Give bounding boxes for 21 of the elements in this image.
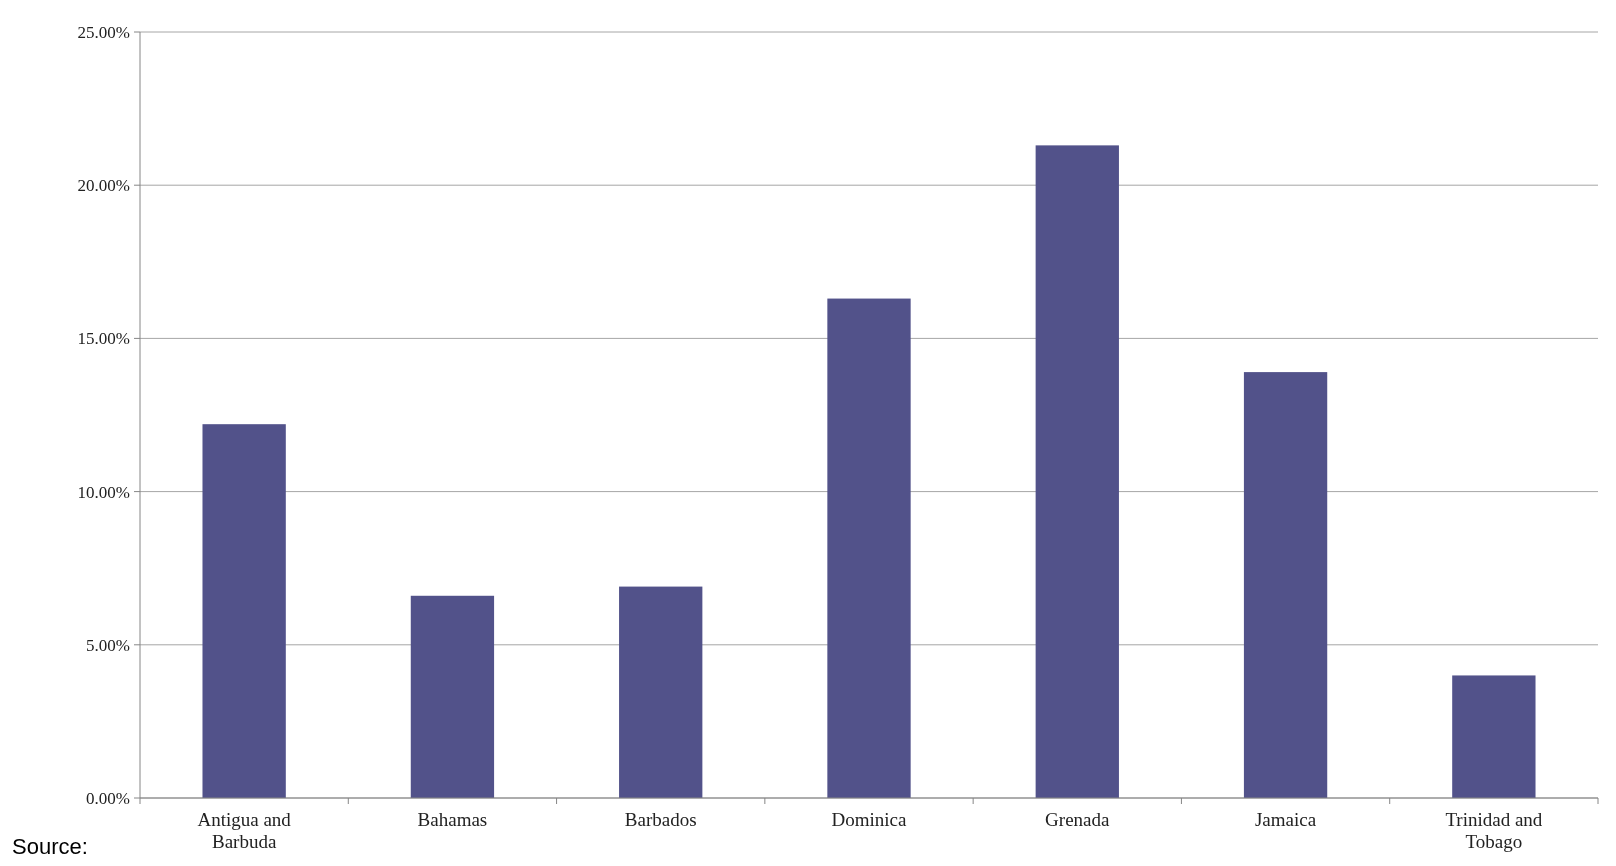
bar — [1452, 675, 1536, 798]
x-tick-label: Barbados — [624, 809, 697, 830]
bar — [1243, 372, 1328, 798]
x-tick-label: Grenada — [1045, 809, 1111, 830]
bar — [827, 298, 911, 798]
bar — [1035, 145, 1119, 798]
bar — [619, 586, 703, 798]
y-tick-label: 20.00% — [77, 176, 130, 196]
x-tick-label: Antigua and Barbuda — [197, 809, 292, 852]
bar — [410, 595, 495, 798]
y-tick-label: 15.00% — [77, 329, 130, 349]
bar — [202, 424, 286, 798]
x-tick-label: Bahamas — [417, 809, 488, 830]
x-tick-label: Trinidad and Tobago — [1445, 809, 1543, 852]
y-tick-label: 10.00% — [77, 482, 130, 502]
source-note: Source: — [12, 834, 88, 859]
x-tick-label: Dominica — [831, 809, 908, 830]
y-tick-label: 25.00% — [77, 22, 130, 42]
y-tick-label: 0.00% — [86, 788, 130, 808]
x-tick-label: Jamaica — [1254, 809, 1317, 830]
y-tick-label: 5.00% — [86, 635, 130, 655]
